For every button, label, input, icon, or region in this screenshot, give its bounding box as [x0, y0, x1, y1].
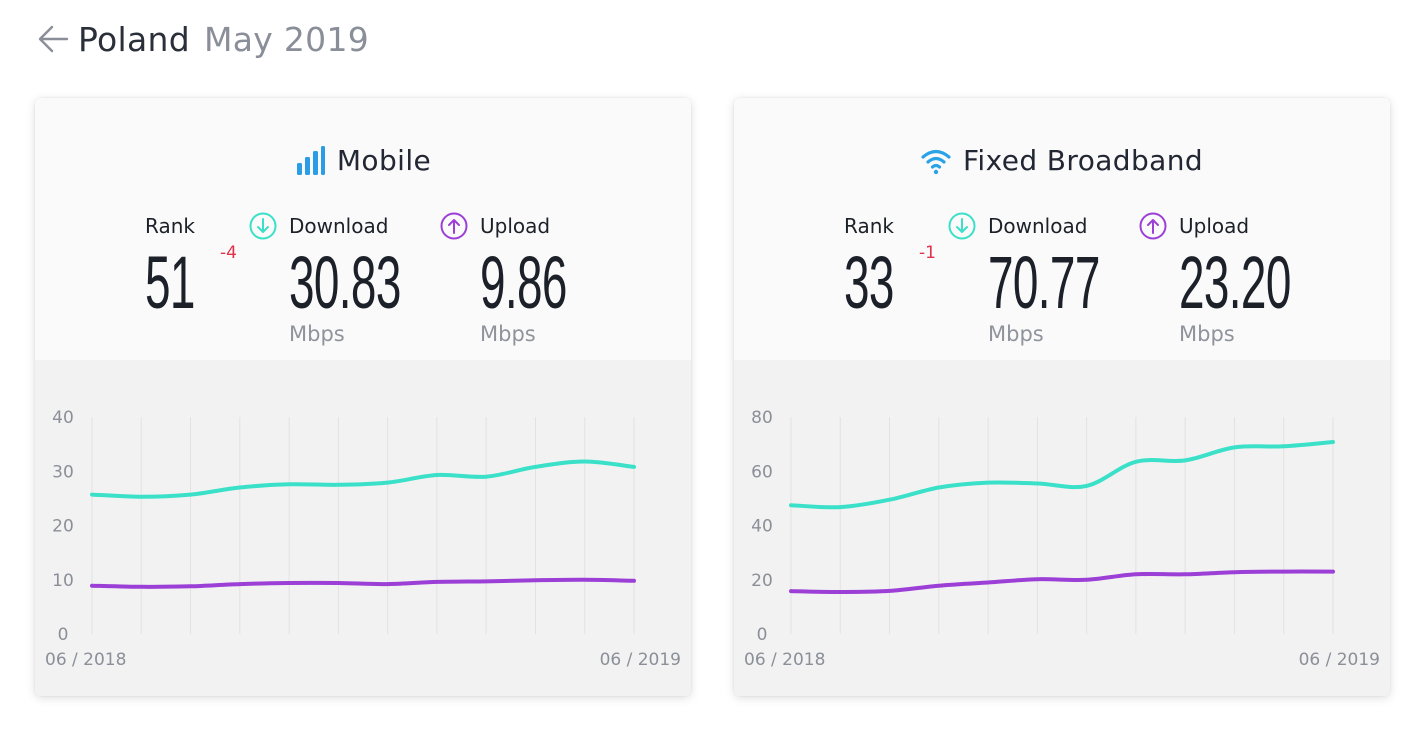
x-tick-label-start: 06 / 2018	[45, 650, 126, 670]
upload-unit: Mbps	[1179, 322, 1235, 346]
x-tick-label-end: 06 / 2019	[1299, 650, 1380, 670]
fixed-chart-area	[734, 360, 1390, 696]
page-header: Poland May 2019	[36, 14, 369, 64]
mobile-card-title: Mobile	[35, 144, 691, 177]
mobile-title: Mobile	[336, 144, 432, 177]
fixed-download: Download 70.77 Mbps	[948, 210, 1168, 346]
upload-value: 9.86	[480, 241, 567, 324]
page-title-country: Poland	[78, 19, 190, 59]
y-tick-label: 60	[751, 462, 773, 482]
x-tick-label-end: 06 / 2019	[600, 650, 681, 670]
y-tick-label: 20	[751, 571, 773, 591]
upload-label: Upload	[1179, 214, 1250, 238]
download-value: 30.83	[289, 241, 401, 324]
signal-bars-icon	[296, 145, 325, 175]
y-tick-label: 0	[757, 625, 768, 645]
mobile-upload: Upload 9.86 Mbps	[440, 210, 620, 346]
upload-series-line	[90, 577, 636, 589]
upload-series-line	[789, 569, 1335, 594]
download-series-line	[90, 459, 636, 499]
fixed-rank: Rank 33	[844, 210, 924, 324]
mobile-chart-area	[35, 360, 691, 696]
upload-label: Upload	[480, 214, 551, 238]
upload-value: 23.20	[1179, 241, 1291, 324]
page-title-date: May 2019	[203, 19, 370, 59]
rank-label: Rank	[145, 214, 195, 238]
upload-arrow-icon	[440, 212, 468, 240]
upload-arrow-icon	[1139, 212, 1167, 240]
download-arrow-icon	[249, 212, 277, 240]
download-label: Download	[988, 214, 1088, 238]
download-value: 70.77	[988, 241, 1100, 324]
arrow-left-icon[interactable]	[36, 22, 70, 56]
rank-value: 51	[145, 241, 195, 324]
mobile-speed-chart: 0 10 20 30 40 06 / 2018 06 / 2019	[45, 408, 681, 670]
upload-unit: Mbps	[480, 322, 536, 346]
fixed-speed-chart: 0 20 40 60 80 06 / 2018 06 / 2019	[744, 408, 1380, 670]
x-tick-label-start: 06 / 2018	[744, 650, 825, 670]
y-tick-label: 40	[751, 517, 773, 537]
mobile-rank: Rank 51	[145, 210, 225, 324]
mobile-summary	[35, 98, 691, 360]
download-series-line	[789, 440, 1335, 510]
download-arrow-icon	[948, 212, 976, 240]
y-tick-label: 20	[52, 517, 74, 537]
mobile-card: Mobile Rank 51 -4 Download 30.83 Mbps Up…	[35, 98, 691, 696]
y-tick-label: 10	[52, 571, 74, 591]
wifi-icon	[921, 149, 951, 174]
fixed-broadband-card: Fixed Broadband Rank 33 -1 Download 70.7…	[734, 98, 1390, 696]
download-unit: Mbps	[988, 322, 1044, 346]
y-tick-label: 80	[751, 408, 773, 428]
fixed-summary	[734, 98, 1390, 360]
y-tick-label: 40	[52, 408, 74, 428]
rank-change-badge: -1	[919, 243, 936, 263]
fixed-title: Fixed Broadband	[962, 144, 1204, 177]
rank-change-badge: -4	[220, 243, 237, 263]
fixed-card-title: Fixed Broadband	[734, 144, 1390, 177]
y-tick-label: 30	[52, 462, 74, 482]
mobile-download: Download 30.83 Mbps	[249, 210, 469, 346]
y-tick-label: 0	[58, 625, 69, 645]
rank-label: Rank	[844, 214, 894, 238]
download-label: Download	[289, 214, 389, 238]
rank-value: 33	[844, 241, 894, 324]
download-unit: Mbps	[289, 322, 345, 346]
fixed-upload: Upload 23.20 Mbps	[1139, 210, 1359, 346]
